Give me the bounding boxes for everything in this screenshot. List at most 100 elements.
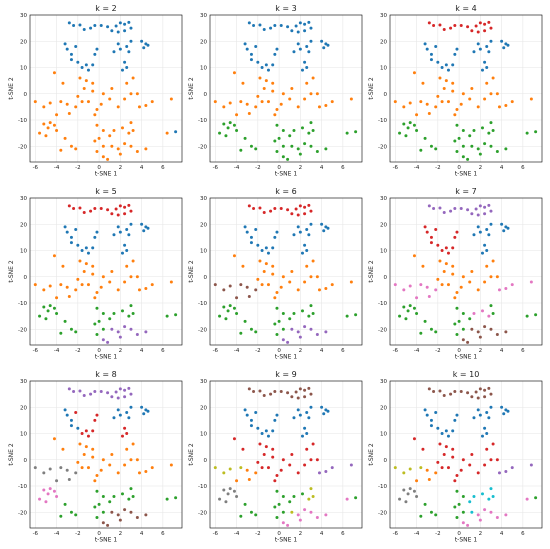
scatter-point	[123, 22, 127, 26]
scatter-point	[52, 71, 56, 75]
scatter-point	[300, 251, 304, 255]
scatter-point	[476, 105, 480, 109]
scatter-point	[245, 413, 249, 417]
scatter-point	[116, 513, 120, 517]
panel-title: k = 4	[455, 4, 477, 13]
scatter-point	[303, 280, 307, 284]
scatter-point	[281, 312, 285, 315]
scatter-point	[65, 102, 69, 106]
axes-frame	[389, 197, 543, 346]
y-tick-label: -10	[378, 484, 387, 490]
y-tick-label: 20	[380, 405, 387, 411]
scatter-point	[110, 395, 114, 399]
scatter-point	[123, 60, 127, 64]
scatter-point	[504, 287, 508, 291]
scatter-point	[326, 226, 330, 230]
scatter-point	[480, 68, 484, 72]
scatter-point	[429, 418, 433, 422]
y-tick-label: -20	[198, 144, 207, 150]
scatter-point	[470, 395, 474, 399]
scatter-point	[108, 317, 112, 321]
scatter-point	[275, 291, 279, 294]
scatter-point	[213, 283, 217, 287]
scatter-point	[254, 513, 258, 517]
scatter-point	[485, 249, 489, 252]
scatter-point	[457, 319, 461, 323]
scatter-point	[140, 405, 144, 409]
scatter-point	[89, 392, 93, 396]
scatter-point	[290, 510, 294, 514]
scatter-point	[93, 505, 97, 509]
scatter-point	[144, 287, 148, 291]
scatter-point	[438, 442, 442, 446]
scatter-point	[483, 97, 487, 101]
scatter-point	[69, 235, 73, 239]
scatter-point	[472, 50, 476, 54]
scatter-point	[239, 283, 243, 287]
scatter-point	[288, 280, 292, 284]
scatter-point	[487, 20, 491, 24]
scatter-point	[491, 259, 495, 263]
scatter-point	[247, 111, 251, 115]
scatter-point	[406, 126, 410, 130]
scatter-point	[235, 479, 239, 483]
scatter-point	[303, 463, 307, 467]
scatter-point	[300, 434, 304, 438]
scatter-point	[142, 229, 146, 233]
scatter-point	[415, 113, 419, 117]
scatter-point	[129, 121, 133, 125]
scatter-point	[468, 463, 472, 467]
scatter-point	[116, 42, 120, 46]
scatter-point	[249, 58, 253, 62]
scatter-point	[273, 24, 277, 27]
scatter-point	[453, 113, 457, 117]
scatter-point	[489, 487, 493, 491]
scatter-point	[82, 87, 86, 90]
scatter-point	[292, 233, 296, 237]
scatter-point	[292, 416, 296, 420]
scatter-point	[93, 139, 97, 143]
panel-title: k = 6	[275, 187, 297, 196]
scatter-point	[116, 408, 120, 412]
scatter-point	[408, 304, 412, 308]
scatter-point	[120, 309, 124, 313]
scatter-point	[281, 275, 285, 279]
scatter-point	[65, 230, 69, 234]
scatter-point	[415, 129, 419, 132]
scatter-point	[84, 262, 88, 266]
scatter-point	[453, 139, 457, 143]
scatter-point	[63, 136, 67, 140]
scatter-point	[84, 429, 88, 433]
scatter-point	[444, 429, 448, 433]
scatter-point	[491, 442, 495, 446]
scatter-point	[254, 105, 258, 109]
scatter-point	[256, 460, 260, 464]
y-tick-label: -20	[378, 144, 387, 150]
scatter-point	[408, 101, 412, 105]
scatter-point	[504, 330, 508, 334]
scatter-point	[93, 52, 97, 56]
scatter-point	[502, 46, 506, 50]
scatter-point	[67, 111, 71, 115]
y-tick-label: -20	[378, 510, 387, 516]
scatter-point	[449, 209, 453, 213]
scatter-point	[101, 338, 105, 342]
scatter-point	[349, 97, 353, 101]
scatter-point	[252, 24, 256, 27]
scatter-point	[489, 121, 493, 125]
axes-frame	[29, 14, 183, 163]
scatter-point	[406, 309, 410, 313]
x-tick-label: -2	[75, 348, 80, 354]
scatter-point	[112, 233, 116, 237]
scatter-point	[455, 230, 459, 234]
scatter-point	[487, 131, 491, 135]
scatter-point	[427, 21, 431, 25]
scatter-point	[235, 129, 239, 132]
scatter-point	[317, 471, 321, 475]
scatter-point	[222, 488, 226, 492]
scatter-point	[281, 155, 285, 159]
scatter-point	[228, 467, 232, 471]
x-tick-label: 4	[320, 348, 324, 354]
scatter-point	[279, 207, 283, 210]
